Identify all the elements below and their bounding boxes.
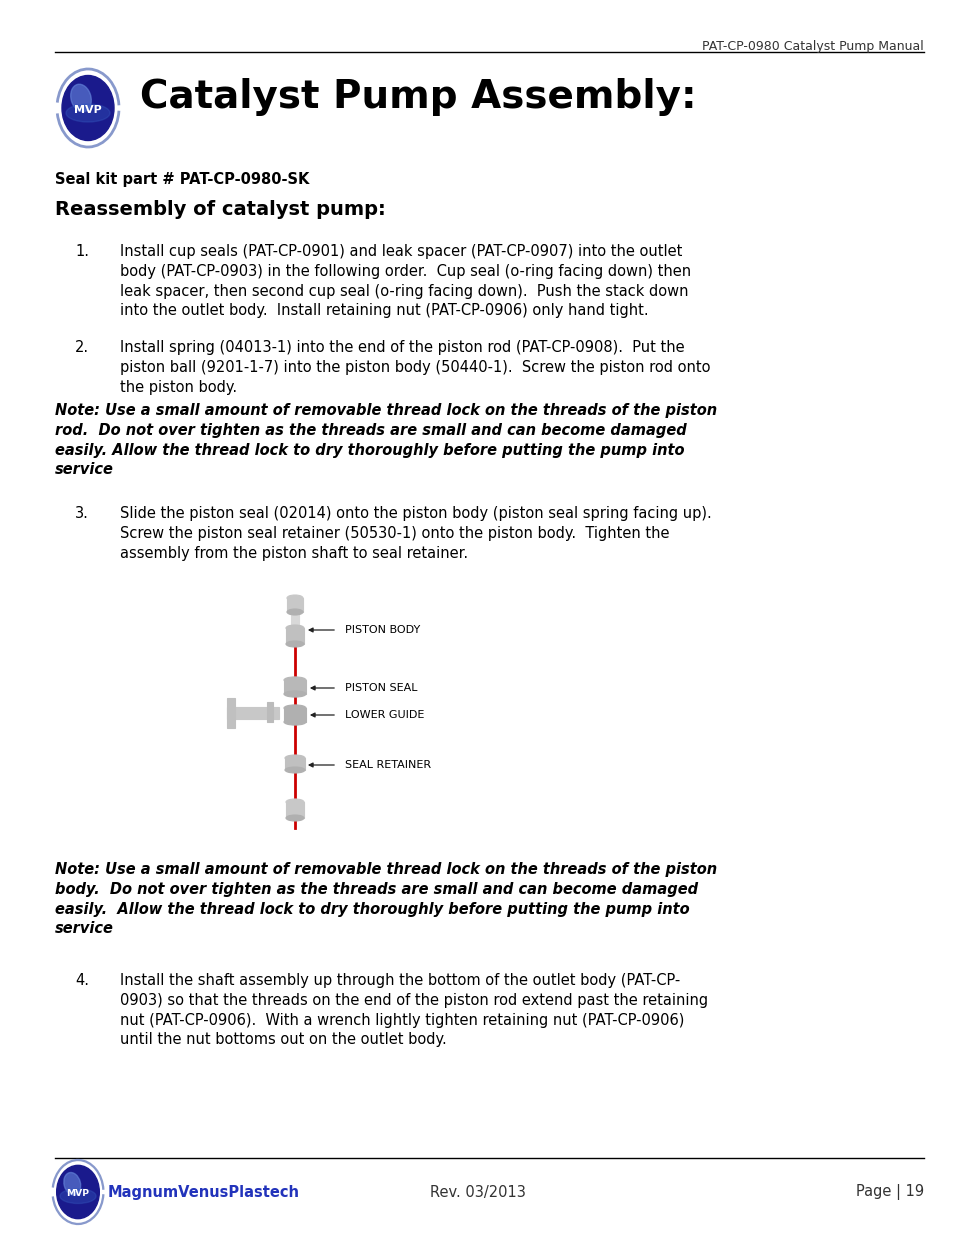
Bar (227, 698, 234, 727)
Ellipse shape (284, 719, 306, 725)
Bar (284, 708, 306, 722)
Text: 4.: 4. (75, 973, 89, 988)
Bar (286, 802, 304, 818)
Ellipse shape (66, 104, 110, 122)
Text: Slide the piston seal (02014) onto the piston body (piston seal spring facing up: Slide the piston seal (02014) onto the p… (120, 506, 711, 561)
Text: 2.: 2. (75, 340, 89, 354)
Ellipse shape (285, 755, 305, 761)
Ellipse shape (286, 815, 304, 821)
Text: Catalyst Pump Assembly:: Catalyst Pump Assembly: (140, 78, 696, 116)
Ellipse shape (284, 705, 306, 711)
Ellipse shape (64, 1172, 81, 1195)
Text: Seal kit part # PAT-CP-0980-SK: Seal kit part # PAT-CP-0980-SK (55, 172, 309, 186)
Ellipse shape (62, 75, 113, 141)
Ellipse shape (286, 799, 304, 805)
Text: Install spring (04013-1) into the end of the piston rod (PAT-CP-0908).  Put the
: Install spring (04013-1) into the end of… (120, 340, 710, 395)
Ellipse shape (286, 625, 304, 631)
Text: Install the shaft assembly up through the bottom of the outlet body (PAT-CP-
090: Install the shaft assembly up through th… (120, 973, 707, 1047)
Text: PISTON SEAL: PISTON SEAL (345, 683, 417, 693)
Text: MVP: MVP (74, 105, 102, 115)
Text: 1.: 1. (75, 245, 89, 259)
Text: SEAL RETAINER: SEAL RETAINER (345, 760, 431, 769)
Bar (285, 758, 305, 769)
Ellipse shape (56, 1166, 99, 1219)
Ellipse shape (286, 641, 304, 647)
Text: PAT-CP-0980 Catalyst Pump Manual: PAT-CP-0980 Catalyst Pump Manual (701, 40, 923, 53)
Ellipse shape (60, 1189, 96, 1203)
Text: 3.: 3. (75, 506, 89, 521)
Ellipse shape (284, 677, 306, 683)
Text: PISTON BODY: PISTON BODY (345, 625, 420, 635)
Text: Install cup seals (PAT-CP-0901) and leak spacer (PAT-CP-0907) into the outlet
bo: Install cup seals (PAT-CP-0901) and leak… (120, 245, 690, 319)
Text: Reassembly of catalyst pump:: Reassembly of catalyst pump: (55, 200, 385, 219)
Text: MagnumVenusPlastech: MagnumVenusPlastech (108, 1184, 299, 1199)
Bar (287, 598, 303, 613)
Text: Rev. 03/2013: Rev. 03/2013 (430, 1184, 525, 1199)
Text: MVP: MVP (67, 1189, 90, 1198)
Bar (291, 613, 298, 626)
Ellipse shape (285, 767, 305, 773)
Ellipse shape (287, 595, 303, 601)
Text: Page | 19: Page | 19 (855, 1184, 923, 1200)
Ellipse shape (287, 609, 303, 615)
Text: LOWER GUIDE: LOWER GUIDE (345, 710, 424, 720)
Bar (286, 629, 304, 643)
Bar (267, 701, 273, 722)
Bar (227, 706, 278, 719)
Bar (284, 680, 306, 694)
Ellipse shape (284, 690, 306, 697)
Text: Note: Use a small amount of removable thread lock on the threads of the piston
r: Note: Use a small amount of removable th… (55, 403, 717, 478)
Text: Note: Use a small amount of removable thread lock on the threads of the piston
b: Note: Use a small amount of removable th… (55, 862, 717, 936)
Ellipse shape (71, 84, 91, 112)
